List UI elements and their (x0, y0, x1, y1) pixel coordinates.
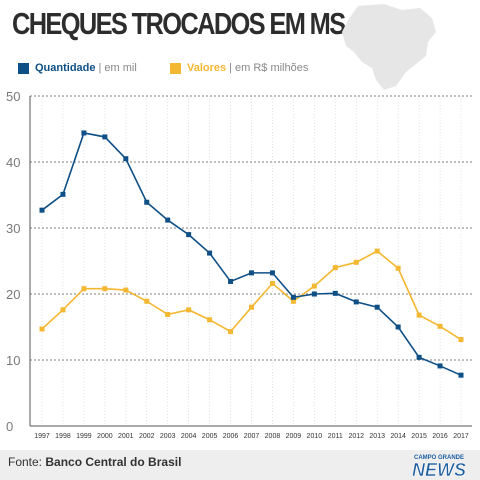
data-point-quantidade (437, 363, 443, 369)
source-name: Banco Central do Brasil (45, 455, 182, 469)
data-point-valores (311, 283, 317, 289)
legend-swatch-valores (170, 62, 181, 74)
data-point-quantidade (458, 372, 464, 378)
data-point-quantidade (207, 250, 213, 256)
y-tick-label: 40 (6, 155, 20, 170)
source-label: Fonte: (8, 455, 43, 469)
x-tick-label: 2009 (286, 433, 302, 440)
legend-label-valores: Valores (187, 62, 227, 74)
x-tick-label: 1998 (55, 433, 71, 440)
y-tick-label: 30 (6, 221, 20, 236)
legend-separator: | (98, 62, 102, 74)
data-point-valores (353, 259, 359, 265)
x-tick-label: 2008 (265, 433, 281, 440)
legend-unit-quantidade: em mil (104, 62, 137, 74)
legend-item-quantidade: Quantidade | em mil (18, 62, 137, 74)
svg-text:CAMPO GRANDE: CAMPO GRANDE (414, 455, 464, 461)
legend-item-valores: Valores | em R$ milhões (170, 62, 308, 74)
data-point-quantidade (39, 207, 45, 213)
data-point-quantidade (269, 270, 275, 276)
line-chart: 0 10 20 30 40 50 1997 1998 1999 2000 2001 2002 2003 2… (6, 89, 472, 440)
svg-text:NEWS: NEWS (412, 460, 466, 479)
data-point-valores (39, 326, 45, 332)
data-point-quantidade (311, 291, 317, 297)
legend-separator: | (229, 62, 232, 74)
data-point-valores (416, 312, 422, 318)
campo-grande-news-logo: CAMPO GRANDE NEWS (412, 455, 467, 479)
x-tick-label: 2011 (328, 433, 343, 440)
data-point-quantidade (332, 290, 338, 296)
data-point-quantidade (60, 191, 66, 197)
data-point-quantidade (165, 217, 171, 223)
chart-title: CHEQUES TROCADOS EM MS (12, 6, 346, 41)
data-point-valores (144, 298, 150, 304)
data-point-quantidade (290, 294, 296, 300)
x-tick-label: 2014 (390, 433, 406, 440)
data-point-valores (332, 265, 338, 271)
data-point-quantidade (416, 354, 422, 360)
data-point-valores (395, 265, 401, 271)
x-tick-label: 1999 (76, 433, 92, 440)
x-tick-label: 2010 (307, 433, 323, 440)
data-point-quantidade (102, 134, 108, 140)
x-tick-label: 2003 (160, 433, 176, 440)
data-point-quantidade (353, 299, 359, 305)
data-point-valores (249, 304, 254, 310)
source-credit: Fonte: Banco Central do Brasil (8, 455, 181, 469)
data-point-valores (290, 298, 296, 304)
ms-state-map-icon (342, 4, 436, 90)
x-tick-label: 2012 (348, 433, 364, 440)
y-tick-label: 0 (6, 419, 13, 434)
data-point-valores (458, 337, 464, 343)
x-tick-label: 2015 (411, 433, 427, 440)
footer-bar (0, 450, 480, 480)
data-point-quantidade (395, 324, 401, 330)
data-point-valores (374, 248, 380, 254)
legend-swatch-quantidade (18, 62, 29, 74)
x-tick-label: 2016 (432, 433, 448, 440)
data-point-quantidade (123, 156, 129, 162)
legend-label-quantidade: Quantidade (35, 62, 96, 74)
data-point-valores (102, 286, 108, 292)
x-tick-label: 1997 (34, 433, 50, 440)
x-tick-label: 2013 (369, 433, 385, 440)
y-tick-label: 10 (6, 353, 20, 368)
data-point-quantidade (374, 304, 380, 310)
data-point-valores (269, 280, 275, 286)
data-point-valores (60, 307, 66, 313)
data-point-quantidade (228, 278, 234, 284)
data-point-valores (228, 329, 234, 335)
x-tick-label: 2017 (453, 433, 469, 440)
x-tick-label: 2000 (97, 433, 113, 440)
data-point-valores (186, 307, 192, 313)
data-point-quantidade (186, 232, 192, 238)
x-tick-label: 2001 (118, 433, 134, 440)
x-tick-label: 2005 (202, 433, 218, 440)
x-tick-label: 2007 (244, 433, 260, 440)
data-point-valores (81, 286, 87, 292)
data-point-valores (437, 323, 443, 329)
data-point-valores (123, 287, 129, 293)
data-point-valores (207, 317, 213, 323)
x-tick-label: 2004 (181, 433, 197, 440)
legend-unit-valores: em R$ milhões (235, 62, 309, 74)
data-point-valores (165, 311, 171, 317)
x-tick-label: 2002 (139, 433, 155, 440)
data-point-quantidade (81, 130, 87, 136)
x-tick-label: 2006 (223, 433, 239, 440)
data-point-quantidade (144, 199, 150, 205)
y-tick-label: 50 (6, 89, 20, 104)
y-tick-label: 20 (6, 287, 20, 302)
data-point-quantidade (249, 270, 254, 276)
series-line-quantidade (41, 132, 462, 376)
